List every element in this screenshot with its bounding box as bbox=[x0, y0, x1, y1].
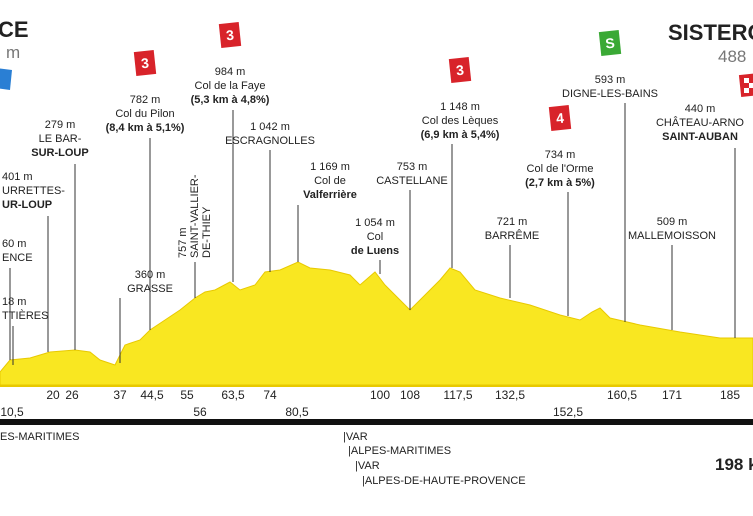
waypoint-label: TTIÈRES bbox=[2, 309, 48, 322]
base-bar bbox=[0, 419, 753, 425]
waypoint-label: 360 m bbox=[135, 269, 166, 281]
badge-category: S bbox=[605, 35, 616, 52]
department: |VAR bbox=[343, 431, 368, 443]
waypoint-label: LE BAR- bbox=[39, 133, 82, 145]
climb-badge: 3 bbox=[133, 50, 157, 76]
start-altitude: m bbox=[6, 43, 20, 62]
km-marker: 20 bbox=[46, 388, 60, 402]
waypoint-label: UR-LOUP bbox=[2, 199, 52, 211]
finish-badge bbox=[738, 73, 753, 97]
waypoint-label: SAINT-AUBAN bbox=[662, 131, 738, 143]
km-marker: 152,5 bbox=[553, 405, 583, 419]
finish-name: SISTERO bbox=[668, 20, 753, 45]
badge-category: 3 bbox=[225, 27, 235, 44]
km-marker: 117,5 bbox=[443, 388, 472, 402]
waypoint-label: 593 m bbox=[595, 74, 626, 86]
km-marker: 26 bbox=[65, 388, 79, 402]
department: ES-MARITIMES bbox=[0, 431, 79, 443]
badge-flag bbox=[448, 57, 472, 83]
department: |VAR bbox=[355, 460, 380, 472]
waypoint-label: 984 m bbox=[215, 66, 246, 78]
km-marker: 56 bbox=[193, 405, 207, 419]
km-marker: 63,5 bbox=[221, 388, 245, 402]
waypoint-label: 753 m bbox=[397, 161, 428, 173]
waypoint-label: BARRÊME bbox=[485, 229, 539, 242]
climb-badge: 3 bbox=[448, 57, 472, 83]
badge-flag bbox=[218, 22, 242, 48]
waypoint-label: 782 m bbox=[130, 94, 161, 106]
waypoint-label: (5,3 km à 4,8%) bbox=[191, 94, 270, 106]
waypoint-label: 279 m bbox=[45, 119, 76, 131]
waypoint-label: Col des Lèques bbox=[422, 115, 499, 127]
waypoint-label: DIGNE-LES-BAINS bbox=[562, 88, 658, 100]
badge-category: 3 bbox=[455, 62, 465, 79]
finish-altitude: 488 bbox=[718, 47, 746, 66]
profile-base bbox=[0, 385, 753, 387]
waypoint-label: DE-THIEY bbox=[201, 206, 213, 258]
badge-flag bbox=[548, 105, 572, 131]
department: |ALPES-DE-HAUTE-PROVENCE bbox=[362, 475, 526, 487]
km-marker: 108 bbox=[400, 388, 420, 402]
badge-flag bbox=[133, 50, 157, 76]
waypoint-label: Col du Pilon bbox=[115, 108, 174, 120]
badge-category: 3 bbox=[140, 55, 150, 72]
km-marker: 74 bbox=[263, 388, 277, 402]
km-marker: 171 bbox=[662, 388, 682, 402]
waypoint-label: 1 148 m bbox=[440, 101, 480, 113]
km-marker: 132,5 bbox=[495, 388, 525, 402]
department: |ALPES-MARITIMES bbox=[348, 445, 451, 457]
waypoint-label: 1 169 m bbox=[310, 161, 350, 173]
climb-badge: S bbox=[598, 30, 622, 56]
km-marker: 160,5 bbox=[607, 388, 637, 402]
waypoint-label: 18 m bbox=[2, 296, 26, 308]
waypoint-label: Col de bbox=[314, 175, 346, 187]
waypoint-label: MALLEMOISSON bbox=[628, 230, 716, 242]
waypoint-label: SAINT-VALLIER- bbox=[189, 174, 201, 258]
waypoint-label: ENCE bbox=[2, 252, 33, 264]
waypoint-label: 1 042 m bbox=[250, 121, 290, 133]
km-marker: 55 bbox=[180, 388, 194, 402]
km-marker: 100 bbox=[370, 388, 390, 402]
waypoint-label: 60 m bbox=[2, 238, 26, 250]
profile-area bbox=[0, 261, 753, 386]
start-name: CE bbox=[0, 17, 29, 42]
waypoint-label: ESCRAGNOLLES bbox=[225, 135, 315, 147]
waypoint-label: Valferrière bbox=[303, 189, 357, 201]
waypoint-label: GRASSE bbox=[127, 283, 173, 295]
badge-category: 4 bbox=[555, 110, 565, 127]
waypoint-label: (6,9 km à 5,4%) bbox=[421, 129, 500, 141]
waypoint-label: 734 m bbox=[545, 149, 576, 161]
km-marker: 10,5 bbox=[0, 405, 24, 419]
distance: 198 k bbox=[715, 455, 753, 474]
waypoint-label: URRETTES- bbox=[2, 185, 65, 197]
km-marker: 185 bbox=[720, 388, 740, 402]
km-marker: 44,5 bbox=[140, 388, 164, 402]
waypoint-label: (8,4 km à 5,1%) bbox=[106, 122, 185, 134]
waypoint-label: 721 m bbox=[497, 216, 528, 228]
waypoint-label: (2,7 km à 5%) bbox=[525, 177, 595, 189]
waypoint-label: SUR-LOUP bbox=[31, 147, 88, 159]
waypoint-label: 509 m bbox=[657, 216, 688, 228]
start-badge bbox=[0, 68, 12, 90]
waypoint-label: 440 m bbox=[685, 103, 716, 115]
waypoint-label: 757 m bbox=[177, 227, 189, 258]
climb-badge: 4 bbox=[548, 105, 572, 131]
waypoint-label: 1 054 m bbox=[355, 217, 395, 229]
km-marker: 80,5 bbox=[285, 405, 309, 419]
climb-badge: 3 bbox=[218, 22, 242, 48]
waypoint-label: CASTELLANE bbox=[376, 175, 448, 187]
waypoint-label: Col de la Faye bbox=[195, 80, 266, 92]
waypoint-label: de Luens bbox=[351, 245, 399, 257]
badge-flag bbox=[598, 30, 622, 56]
waypoint-label: Col de l'Orme bbox=[527, 163, 594, 175]
waypoint-label: CHÂTEAU-ARNO bbox=[656, 116, 744, 129]
waypoint-label: Col bbox=[367, 231, 384, 243]
waypoint-label: 401 m bbox=[2, 171, 33, 183]
km-marker: 37 bbox=[113, 388, 127, 402]
